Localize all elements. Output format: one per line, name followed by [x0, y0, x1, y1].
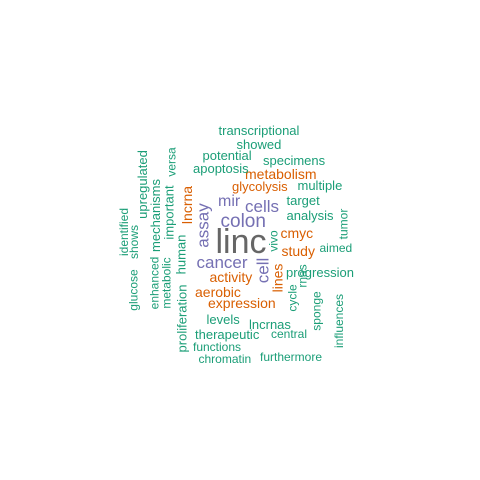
word-lncrna: lncrna	[179, 185, 196, 225]
word-versa: versa	[164, 147, 179, 177]
word-progression: progression	[286, 264, 354, 280]
word-study: study	[281, 243, 315, 259]
word-potential: potential	[202, 147, 252, 163]
word-assay: assay	[193, 202, 213, 248]
word-metabolism: metabolism	[245, 166, 317, 182]
word-cycle: cycle	[285, 284, 300, 312]
word-influences: influences	[332, 293, 347, 349]
word-target: target	[286, 192, 320, 208]
word-analysis: analysis	[286, 207, 334, 223]
word-glucose: glucose	[126, 269, 141, 311]
word-linc: linc	[215, 223, 267, 261]
word-activity: activity	[209, 269, 253, 285]
word-furthermore: furthermore	[260, 350, 323, 364]
word-glycolysis: glycolysis	[232, 178, 288, 194]
word-specimens: specimens	[263, 152, 326, 168]
word-metabolic: metabolic	[159, 257, 174, 309]
word-mir: mir	[218, 193, 241, 210]
word-apoptosis: apoptosis	[193, 160, 249, 176]
word-human: human	[173, 234, 189, 274]
word-enhanced: enhanced	[146, 256, 161, 310]
word-functions: functions	[193, 340, 242, 354]
word-rnas: rnas	[295, 264, 310, 288]
word-cells: cells	[245, 196, 280, 216]
word-aerobic: aerobic	[195, 284, 241, 300]
word-lncrnas: lncrnas	[249, 316, 291, 332]
word-therapeutic: therapeutic	[195, 326, 260, 342]
word-showed: showed	[236, 136, 282, 152]
word-central: central	[271, 327, 308, 341]
word-chromatin: chromatin	[198, 352, 252, 366]
word-expression: expression	[208, 295, 276, 311]
word-lines: lines	[268, 263, 285, 293]
word-proliferation: proliferation	[174, 284, 190, 352]
word-sponge: sponge	[309, 291, 324, 331]
word-cancer: cancer	[196, 252, 248, 272]
word-mechanisms: mechanisms	[147, 178, 163, 252]
word-shows: shows	[127, 224, 142, 260]
word-aimed: aimed	[319, 241, 353, 255]
word-important: important	[161, 184, 177, 240]
word-cmyc: cmyc	[280, 225, 314, 241]
word-upregulated: upregulated	[134, 149, 150, 219]
word-multiple: multiple	[297, 177, 343, 193]
word-transcriptional: transcriptional	[218, 122, 300, 138]
word-vivo: vivo	[266, 230, 281, 252]
word-colon: colon	[220, 210, 266, 232]
word-levels: levels	[206, 311, 240, 327]
word-tumor: tumor	[335, 208, 350, 240]
